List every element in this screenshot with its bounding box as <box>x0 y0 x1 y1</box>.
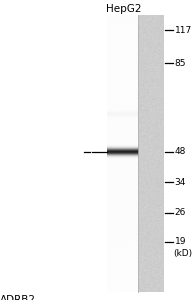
Text: 19: 19 <box>175 237 186 246</box>
Text: (kD): (kD) <box>173 249 192 258</box>
Text: 85: 85 <box>175 59 186 68</box>
Text: HepG2: HepG2 <box>106 4 142 14</box>
Text: 48: 48 <box>175 147 186 156</box>
Text: 34: 34 <box>175 178 186 187</box>
Text: ADRB2: ADRB2 <box>0 295 36 300</box>
Text: 26: 26 <box>175 208 186 217</box>
Text: 117: 117 <box>175 26 192 35</box>
